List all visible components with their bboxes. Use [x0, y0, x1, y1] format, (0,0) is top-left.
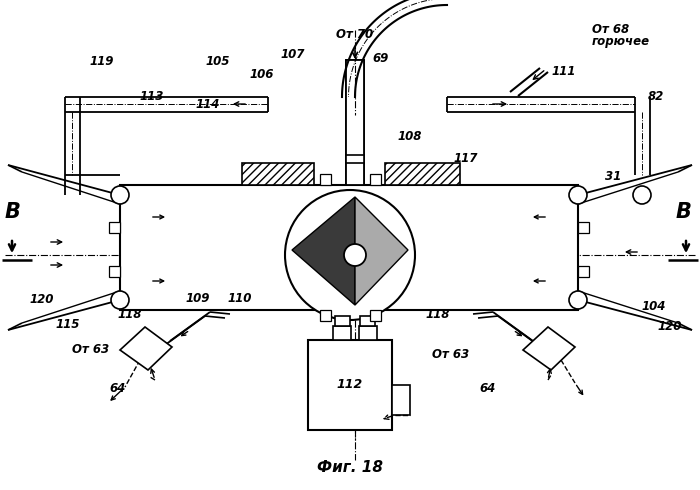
- Text: 105: 105: [205, 55, 230, 68]
- Polygon shape: [292, 197, 355, 305]
- Circle shape: [111, 291, 129, 309]
- Circle shape: [633, 186, 651, 204]
- Bar: [578, 266, 589, 277]
- Text: 104: 104: [641, 300, 666, 313]
- Bar: [360, 316, 375, 326]
- Bar: [320, 174, 331, 185]
- Bar: [346, 60, 364, 185]
- Text: 69: 69: [372, 52, 389, 65]
- Text: 108: 108: [398, 130, 422, 143]
- Text: 112: 112: [337, 378, 363, 392]
- Text: 82: 82: [648, 90, 664, 103]
- Bar: [109, 222, 120, 233]
- Bar: [578, 222, 589, 233]
- Polygon shape: [355, 197, 408, 305]
- Text: 110: 110: [228, 292, 253, 305]
- Text: От 63: От 63: [432, 348, 469, 361]
- Text: 119: 119: [90, 55, 114, 68]
- Bar: [385, 163, 460, 185]
- Text: От 70: От 70: [337, 28, 374, 41]
- Text: 118: 118: [425, 308, 449, 321]
- Bar: [120, 185, 578, 310]
- Bar: [335, 316, 350, 326]
- Text: горючее: горючее: [592, 35, 650, 48]
- Bar: [109, 266, 120, 277]
- Bar: [242, 163, 314, 185]
- Circle shape: [285, 190, 415, 320]
- Text: 120: 120: [30, 293, 55, 306]
- Bar: [346, 155, 364, 163]
- Text: 117: 117: [453, 152, 477, 165]
- Text: B: B: [676, 202, 692, 222]
- Bar: [333, 326, 351, 340]
- Bar: [392, 385, 410, 415]
- Text: 64: 64: [110, 382, 126, 395]
- Text: 114: 114: [195, 98, 219, 111]
- Bar: [320, 310, 331, 321]
- Bar: [370, 310, 381, 321]
- Text: 64: 64: [480, 382, 496, 395]
- Text: 118: 118: [118, 308, 142, 321]
- Text: 106: 106: [250, 68, 274, 81]
- Text: 109: 109: [186, 292, 210, 305]
- Text: 107: 107: [281, 48, 305, 61]
- Bar: [370, 174, 381, 185]
- Polygon shape: [523, 327, 575, 370]
- Text: От 68: От 68: [592, 23, 629, 36]
- Circle shape: [111, 186, 129, 204]
- Text: Фиг. 18: Фиг. 18: [317, 460, 383, 475]
- Bar: [308, 340, 392, 430]
- Text: 115: 115: [55, 318, 79, 331]
- Circle shape: [569, 291, 587, 309]
- Text: 113: 113: [140, 90, 164, 103]
- Circle shape: [344, 244, 366, 266]
- Circle shape: [569, 186, 587, 204]
- Bar: [359, 326, 377, 340]
- Polygon shape: [120, 327, 172, 370]
- Text: 31: 31: [605, 170, 622, 183]
- Text: 120: 120: [658, 320, 682, 333]
- Bar: [346, 60, 364, 185]
- Text: B: B: [5, 202, 21, 222]
- Text: От 63: От 63: [72, 343, 109, 356]
- Text: 111: 111: [552, 65, 576, 78]
